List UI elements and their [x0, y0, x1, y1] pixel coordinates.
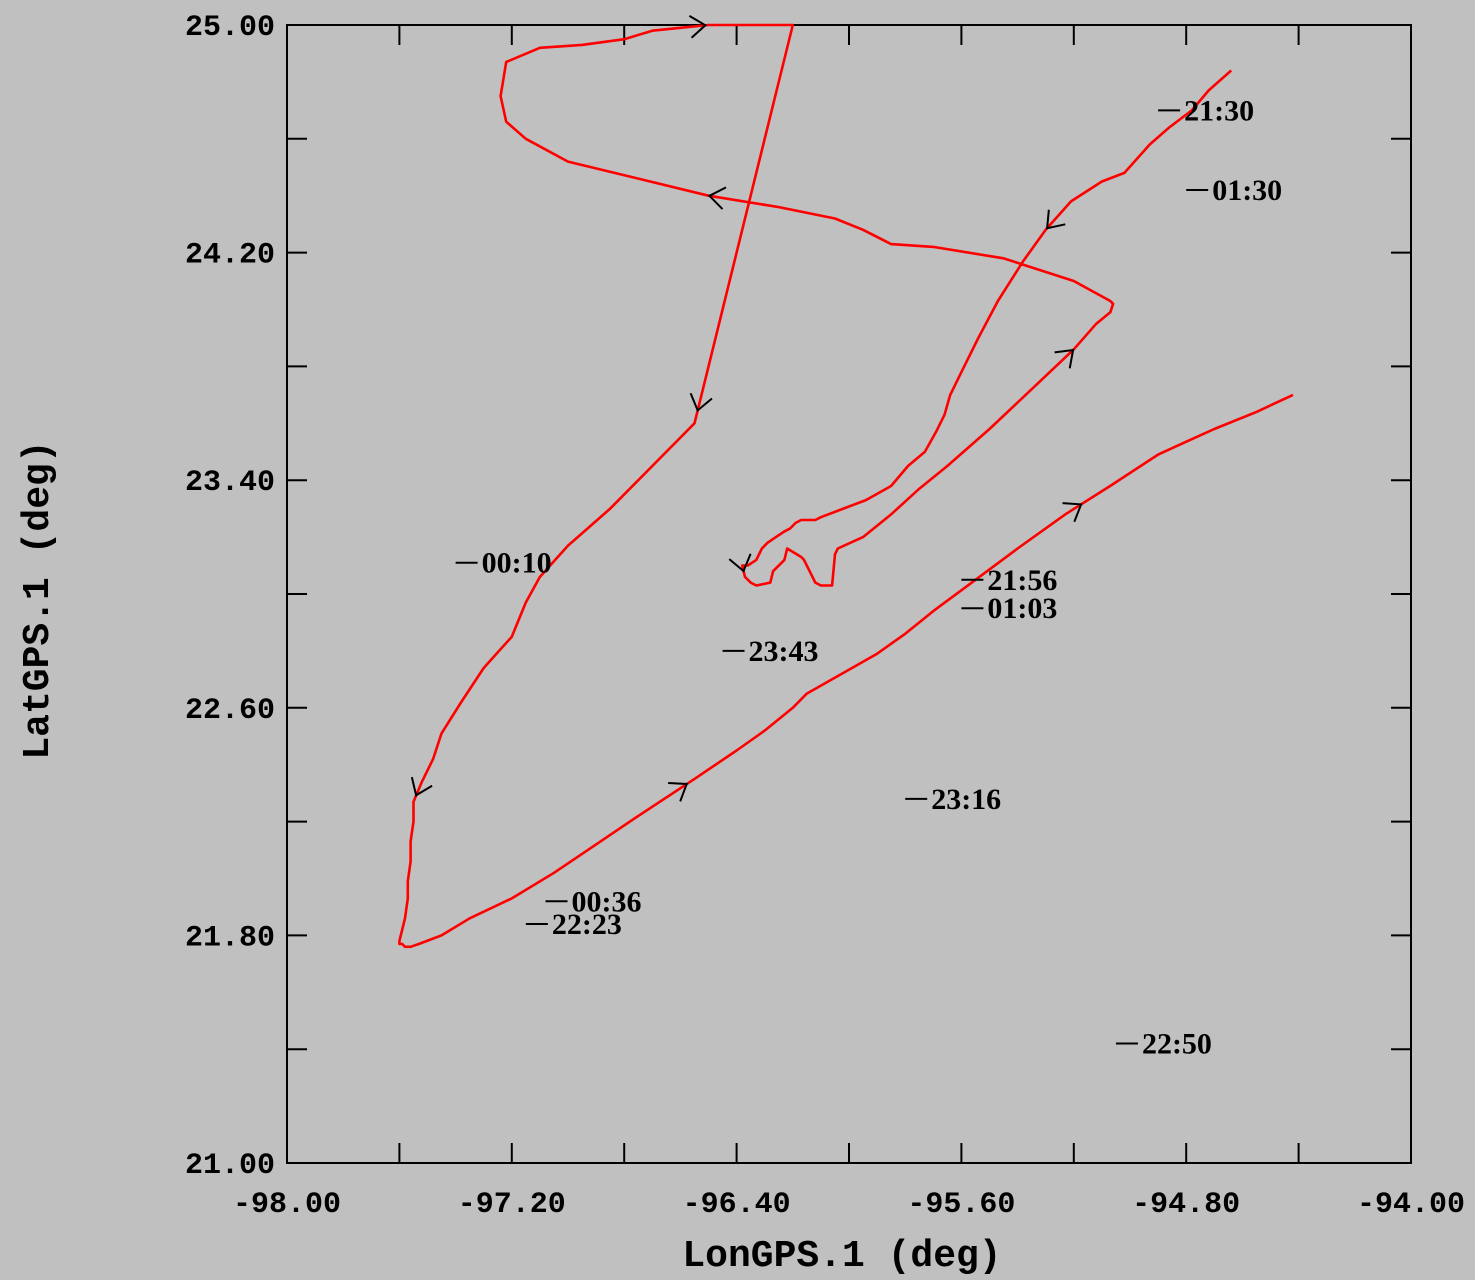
direction-arrow — [668, 781, 689, 802]
y-tick-label: 22.60 — [185, 694, 275, 728]
time-annotation: 00:10 — [482, 547, 552, 580]
time-annotation: 21:56 — [987, 564, 1057, 597]
direction-arrow — [689, 392, 713, 413]
time-annotation: 00:36 — [572, 885, 642, 918]
direction-arrow — [1054, 348, 1075, 369]
y-tick-label: 25.00 — [185, 11, 275, 45]
time-annotation: 01:30 — [1212, 174, 1282, 207]
y-tick-labels: 25.00 24.20 23.40 22.60 21.80 21.00 — [185, 11, 275, 1183]
x-axis-title: LonGPS.1 (deg) — [682, 1235, 1001, 1278]
axis-ticks — [287, 25, 1411, 1163]
time-annotation: 23:43 — [749, 635, 819, 668]
direction-arrows — [410, 15, 1083, 802]
direction-arrow — [707, 186, 727, 210]
direction-arrow — [410, 776, 433, 797]
x-tick-label: -94.80 — [1132, 1188, 1240, 1222]
plot-area — [286, 24, 1412, 1164]
x-tick-label: -95.60 — [907, 1188, 1015, 1222]
y-tick-label: 23.40 — [185, 466, 275, 500]
x-tick-labels: -98.00 -97.20 -96.40 -95.60 -94.80 -94.00 — [233, 1188, 1465, 1222]
time-annotation: 22:23 — [552, 908, 622, 941]
time-annotation: 01:03 — [987, 592, 1057, 625]
y-tick-label: 24.20 — [185, 239, 275, 273]
flight-track-line — [398, 23, 1294, 949]
y-axis-title: LatGPS.1 (deg) — [17, 440, 60, 759]
direction-arrow — [1045, 209, 1066, 230]
time-annotation: 21:30 — [1184, 94, 1254, 127]
direction-arrow — [728, 553, 752, 573]
time-annotation: 23:16 — [931, 783, 1001, 816]
direction-arrow — [688, 15, 708, 39]
x-tick-label: -97.20 — [458, 1188, 566, 1222]
direction-arrow — [1062, 502, 1083, 523]
x-tick-label: -96.40 — [683, 1188, 791, 1222]
y-tick-label: 21.00 — [185, 1149, 275, 1183]
x-tick-label: -94.00 — [1357, 1188, 1465, 1222]
y-tick-label: 21.80 — [185, 921, 275, 955]
x-tick-label: -98.00 — [233, 1188, 341, 1222]
time-annotation: 22:50 — [1142, 1028, 1212, 1061]
